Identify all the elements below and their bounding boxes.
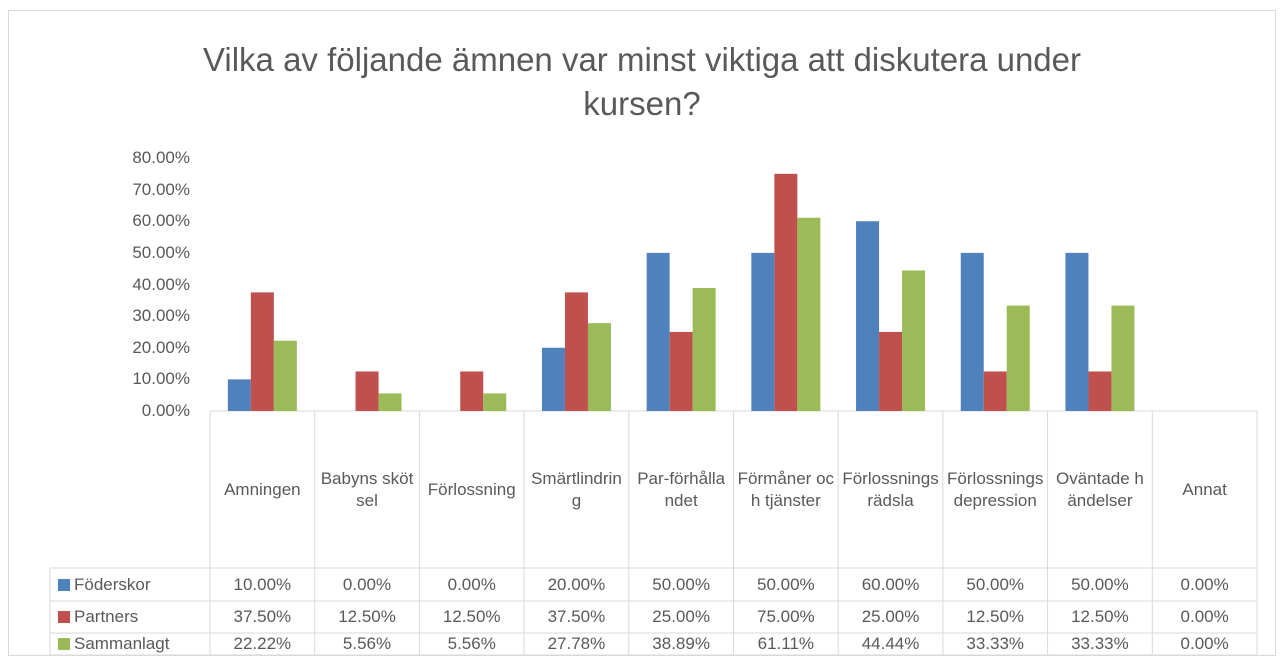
- legend-key: [58, 578, 70, 591]
- data-label: 0.00%: [1180, 607, 1229, 626]
- y-tick-label: 30.00%: [132, 306, 190, 326]
- bar: [856, 221, 880, 411]
- legend-label: Föderskor: [74, 574, 151, 594]
- y-tick-label: 50.00%: [132, 242, 190, 262]
- data-label: 10.00%: [233, 574, 292, 594]
- bar: [564, 292, 588, 411]
- bar: [1006, 305, 1030, 411]
- data-label: 50.00%: [1071, 574, 1129, 594]
- data-label: 37.50%: [233, 607, 292, 626]
- data-label: 75.00%: [757, 607, 815, 626]
- x-tick-label: Förlossning: [427, 479, 516, 499]
- y-tick-label: 0.00%: [141, 401, 190, 420]
- y-tick-label: 60.00%: [132, 211, 190, 231]
- data-label: 50.00%: [966, 574, 1025, 594]
- bar: [1111, 305, 1135, 411]
- x-tick-label: Förmåner och tjänster: [737, 468, 835, 510]
- y-tick-label: 80.00%: [132, 148, 190, 167]
- bar: [646, 252, 670, 411]
- legend-key: [58, 638, 70, 650]
- y-tick-label: 40.00%: [132, 274, 190, 294]
- data-label: 0.00%: [447, 574, 496, 594]
- legend-key: [58, 611, 70, 623]
- data-label: 0.00%: [1180, 574, 1229, 594]
- x-tick-label: Amningen: [224, 479, 301, 499]
- data-label: 0.00%: [1180, 634, 1229, 653]
- bar: [774, 173, 798, 411]
- data-label: 44.44%: [861, 634, 920, 653]
- data-label: 33.33%: [966, 634, 1025, 653]
- data-label: 27.78%: [547, 634, 606, 653]
- data-label: 25.00%: [652, 607, 710, 626]
- y-tick-label: 10.00%: [132, 369, 190, 389]
- bar: [378, 393, 402, 411]
- bar: [355, 371, 379, 411]
- data-label: 50.00%: [757, 574, 815, 594]
- legend-label: Partners: [74, 607, 139, 626]
- chart-title: Vilka av följande ämnen var minst viktig…: [202, 41, 1081, 122]
- bar: [1065, 252, 1089, 411]
- bar: [960, 252, 984, 411]
- data-label: 12.50%: [966, 607, 1025, 626]
- x-tick-label: Annat: [1182, 479, 1227, 499]
- bar: [250, 292, 274, 411]
- data-label: 33.33%: [1071, 634, 1129, 653]
- data-label: 5.56%: [447, 634, 496, 653]
- data-label: 38.89%: [652, 634, 710, 653]
- bar: [879, 331, 903, 411]
- data-label: 0.00%: [342, 574, 392, 594]
- bar: [983, 371, 1007, 411]
- bar: [669, 331, 693, 411]
- bar: [227, 379, 251, 411]
- data-label: 12.50%: [338, 607, 396, 626]
- data-label: 20.00%: [547, 574, 606, 594]
- bar: [751, 252, 775, 411]
- x-tick-label: Oväntade händelser: [1055, 468, 1144, 510]
- data-label: 12.50%: [1071, 607, 1129, 626]
- bar: [273, 340, 297, 411]
- data-label: 61.11%: [757, 634, 815, 653]
- bar: [902, 270, 926, 411]
- data-label: 37.50%: [547, 607, 606, 626]
- data-label: 25.00%: [861, 607, 920, 626]
- x-tick-label: Förlossningsrädsla: [842, 468, 939, 510]
- legend-label: Sammanlagt: [74, 634, 170, 653]
- y-tick-label: 20.00%: [132, 337, 190, 357]
- x-tick-label: Par-förhållandet: [637, 468, 726, 510]
- bar: [587, 323, 611, 411]
- bar: [460, 371, 484, 411]
- bar: [1088, 371, 1112, 411]
- bar: [483, 393, 507, 411]
- y-tick-label: 70.00%: [132, 179, 190, 199]
- bar: [692, 288, 716, 411]
- bar: [541, 347, 565, 411]
- data-label: 5.56%: [342, 634, 392, 653]
- data-label: 50.00%: [652, 574, 710, 594]
- x-tick-label: Babyns skötsel: [320, 468, 414, 510]
- data-label: 12.50%: [442, 607, 501, 626]
- data-label: 22.22%: [233, 634, 292, 653]
- data-label: 60.00%: [861, 574, 920, 594]
- x-tick-label: Förlossningsdepression: [947, 468, 1044, 510]
- bar: [797, 217, 821, 411]
- x-tick-label: Smärtlindring: [531, 468, 622, 510]
